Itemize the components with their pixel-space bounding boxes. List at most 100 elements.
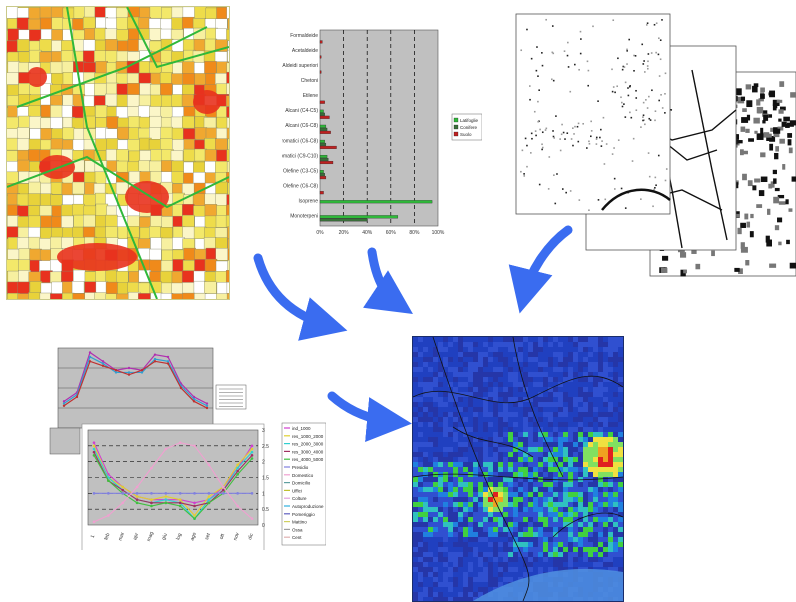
emission-cell — [463, 457, 468, 462]
population-point — [541, 64, 544, 67]
front-series-point — [250, 454, 254, 457]
population-point — [569, 90, 572, 93]
emission-cell — [593, 497, 598, 502]
emission-cell — [418, 357, 423, 362]
front-x-tick: ago — [189, 532, 198, 542]
emission-cell — [433, 547, 438, 552]
emission-cell — [498, 572, 503, 577]
front-legend-label: Mattino — [292, 520, 307, 525]
emission-cell — [458, 442, 463, 447]
emission-cell — [418, 492, 423, 497]
emission-cell — [618, 467, 623, 472]
front-y-tick: 2.5 — [262, 444, 269, 450]
municipality-cell — [105, 93, 118, 107]
emission-cell — [563, 437, 568, 442]
emission-cell — [523, 457, 528, 462]
emission-cell — [553, 517, 558, 522]
population-point — [535, 134, 537, 137]
bar-x-tick: 100% — [432, 230, 445, 236]
emission-cell — [573, 482, 578, 487]
emission-cell — [538, 377, 543, 382]
emission-cell — [508, 417, 513, 422]
emission-cell — [583, 452, 588, 457]
emission-cell — [458, 447, 463, 452]
emission-cell — [453, 417, 458, 422]
emission-cell — [608, 447, 613, 452]
emission-cell — [588, 397, 593, 402]
emission-cell — [493, 362, 498, 367]
emission-cell — [488, 537, 493, 542]
emission-cell — [483, 527, 488, 532]
emission-cell — [563, 547, 568, 552]
emission-cell — [493, 472, 498, 477]
emission-cell — [498, 362, 503, 367]
emission-cell — [518, 377, 523, 382]
emission-cell — [428, 412, 433, 417]
emission-cell — [458, 432, 463, 437]
population-point — [643, 60, 645, 62]
emission-cell — [533, 517, 538, 522]
population-point — [655, 184, 657, 187]
emission-cell — [508, 572, 513, 577]
municipality-cell — [7, 61, 21, 74]
bar-suolo — [319, 115, 330, 119]
emission-cell — [588, 562, 593, 567]
emission-cell — [518, 422, 523, 427]
emission-cell — [613, 497, 618, 502]
municipality-cell — [227, 18, 229, 31]
emission-cell — [433, 582, 438, 587]
population-point — [658, 37, 660, 40]
emission-cell — [538, 497, 543, 502]
emission-cell — [503, 347, 508, 352]
population-point — [567, 66, 570, 68]
emission-cell — [613, 342, 618, 347]
emission-cell — [518, 342, 523, 347]
emission-cell — [453, 487, 458, 492]
emission-cell — [528, 492, 533, 497]
population-point — [541, 146, 544, 149]
emission-cell — [538, 522, 543, 527]
emission-cell — [428, 507, 433, 512]
emission-cell — [528, 537, 533, 542]
emission-cell — [553, 562, 558, 567]
orography-cell — [770, 181, 775, 188]
emission-cell — [418, 562, 423, 567]
emission-cell — [473, 462, 478, 467]
emission-cell — [518, 397, 523, 402]
emission-cell — [418, 522, 423, 527]
emission-cell — [513, 562, 518, 567]
municipality-cell — [226, 204, 229, 218]
emission-cell — [603, 552, 608, 557]
population-point — [645, 24, 648, 26]
emission-cell — [433, 597, 438, 601]
emission-cell — [503, 382, 508, 387]
emission-cell — [503, 337, 508, 342]
emission-cell — [513, 547, 518, 552]
population-point — [588, 140, 590, 143]
emission-cell — [533, 342, 538, 347]
emission-cell — [413, 412, 418, 417]
emission-cell — [563, 422, 568, 427]
front-legend-label: Pomeriggio — [292, 512, 315, 517]
emission-cell — [608, 517, 613, 522]
emission-cell — [453, 397, 458, 402]
emission-cell — [598, 532, 603, 537]
emission-cell — [443, 537, 448, 542]
emission-cell — [463, 582, 468, 587]
emission-cell — [593, 437, 598, 442]
emission-cell — [583, 487, 588, 492]
emission-cell — [553, 352, 558, 357]
bar-legend-swatch — [453, 117, 459, 123]
emission-cell — [563, 412, 568, 417]
emission-cell — [448, 452, 453, 457]
bar-category-label: Chetoni — [301, 78, 318, 84]
emission-cell — [558, 367, 563, 372]
municipality-cell — [7, 72, 19, 85]
orography-cell — [763, 114, 769, 121]
municipality-cell — [95, 60, 108, 74]
emission-cell — [563, 387, 568, 392]
emission-cell — [613, 487, 618, 492]
emission-cell — [413, 542, 418, 547]
emission-cell — [613, 507, 618, 512]
emission-cell — [598, 462, 603, 467]
